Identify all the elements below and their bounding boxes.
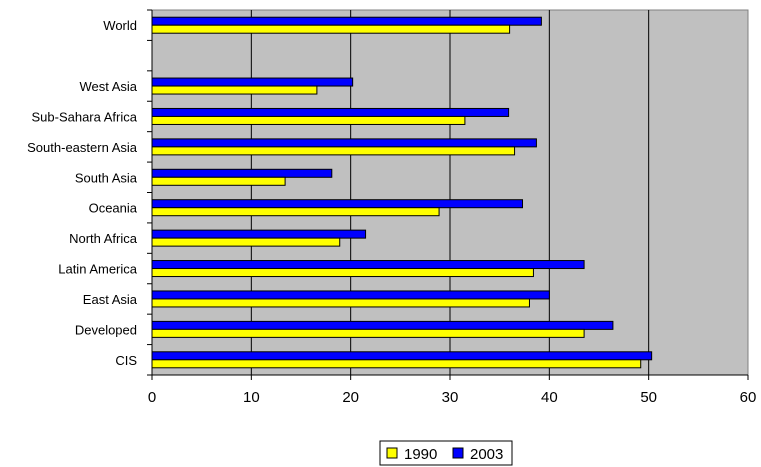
category-label: South Asia (75, 170, 138, 185)
category-label: North Africa (69, 231, 138, 246)
gridlines (250, 10, 650, 375)
bar-1990 (151, 359, 642, 369)
bar-2003 (151, 229, 367, 239)
bar-2003 (151, 107, 510, 117)
legend-label-1990: 1990 (404, 446, 437, 463)
category-label: Oceania (89, 201, 138, 216)
bar-2003 (151, 320, 614, 330)
category-label: World (103, 18, 137, 33)
bar-1990 (151, 207, 440, 217)
x-tick-label: 20 (342, 389, 359, 406)
legend-swatch-1990 (386, 447, 398, 459)
legend-swatch-2003 (452, 447, 464, 459)
x-tick-label: 30 (442, 389, 459, 406)
legend: 1990 2003 (379, 440, 513, 466)
x-tick-labels: 0 10 20 30 40 50 60 (148, 389, 757, 406)
bar-1990 (151, 146, 516, 156)
bar-1990 (151, 268, 534, 278)
bar-2003 (151, 16, 542, 26)
bar-1990 (151, 176, 286, 186)
category-label: CIS (115, 353, 137, 368)
bar-1990 (151, 328, 585, 338)
bar-1990 (151, 298, 530, 308)
legend-label-2003: 2003 (470, 446, 503, 463)
bar-2003 (151, 351, 653, 361)
x-tick-label: 10 (243, 389, 260, 406)
x-tick-label: 0 (148, 389, 156, 406)
bar-1990 (151, 24, 511, 34)
bar-1990 (151, 85, 318, 95)
bar-2003 (151, 77, 354, 87)
bars (151, 16, 653, 369)
category-label: Latin America (58, 262, 138, 277)
category-label: East Asia (83, 292, 138, 307)
x-tick-label: 50 (640, 389, 657, 406)
bar-2003 (151, 260, 585, 270)
x-tick-label: 60 (740, 389, 757, 406)
legend-box (379, 440, 513, 466)
category-label: Developed (75, 322, 137, 337)
bar-2003 (151, 290, 550, 300)
y-axis-ticks (147, 9, 152, 376)
x-tick-label: 40 (541, 389, 558, 406)
category-label: South-eastern Asia (27, 140, 138, 155)
bar-2003 (151, 199, 524, 209)
category-labels: CIS Developed East Asia Latin America North … (27, 18, 138, 368)
bar-2003 (151, 168, 333, 178)
bar-1990 (151, 115, 466, 125)
category-label: Sub-Sahara Africa (31, 109, 137, 124)
category-label: West Asia (79, 79, 137, 94)
x-axis-ticks (151, 375, 749, 380)
bar-1990 (151, 237, 341, 247)
bar-2003 (151, 138, 537, 148)
